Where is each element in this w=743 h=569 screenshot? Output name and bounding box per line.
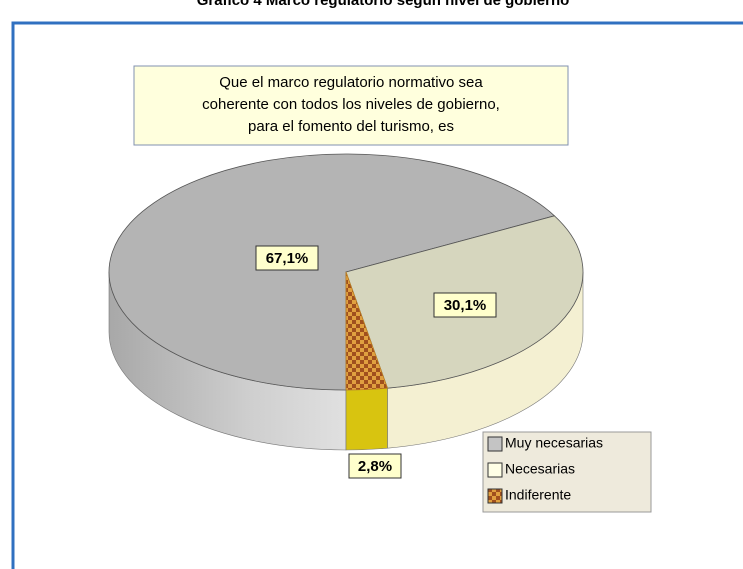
data-label: 30,1% [444, 297, 487, 314]
label-box [255, 245, 319, 271]
legend-label: Indiferente [505, 487, 571, 503]
chart-title: Gráfico 4 Marco regulatorio según nivel … [197, 0, 570, 9]
legend-label: Necesarias [505, 461, 575, 477]
legend-label: Muy necesarias [505, 435, 603, 451]
data-label: 2,8% [358, 458, 392, 475]
legend-swatch [487, 462, 503, 478]
label-box [348, 453, 402, 479]
label-box [433, 292, 497, 318]
slice-side [345, 387, 388, 451]
frame [11, 21, 743, 569]
annotation: para el fomento del turismo, es [248, 118, 454, 135]
slice [345, 271, 389, 391]
data-label: 67,1% [266, 250, 309, 267]
legend [482, 431, 652, 513]
legend-swatch [487, 436, 503, 452]
legend-swatch [487, 488, 503, 504]
annotation: Que el marco regulatorio normativo sea [219, 74, 483, 91]
annotation-box [133, 65, 569, 146]
slice [108, 153, 556, 391]
annotation: coherente con todos los niveles de gobie… [202, 96, 500, 113]
